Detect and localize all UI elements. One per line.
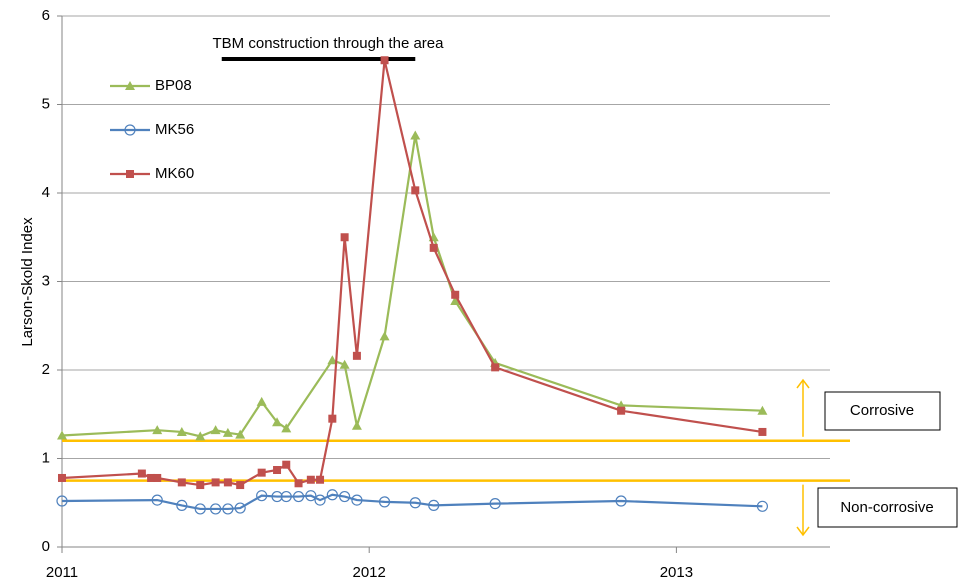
data-point [58, 473, 66, 482]
data-point [758, 427, 767, 436]
data-point [272, 417, 283, 427]
threshold-label: Non-corrosive [840, 499, 933, 516]
data-point [152, 425, 163, 435]
data-point [176, 426, 187, 436]
data-point [177, 478, 186, 487]
data-point [210, 425, 221, 435]
data-point [222, 427, 233, 437]
y-tick-label: 2 [42, 361, 50, 378]
data-point [339, 359, 350, 369]
data-point [351, 420, 362, 430]
y-tick-label: 1 [42, 449, 50, 466]
y-tick-label: 0 [42, 538, 50, 555]
data-point [196, 481, 205, 490]
data-point [328, 414, 337, 423]
data-point [256, 396, 267, 406]
y-axis-label: Larson-Skold Index [19, 217, 36, 347]
data-point [615, 495, 627, 507]
data-point [379, 331, 390, 341]
data-point [236, 481, 245, 490]
data-point [257, 468, 266, 477]
data-point [409, 497, 421, 509]
arrow-head [796, 526, 810, 537]
data-point [327, 355, 338, 365]
data-point [195, 431, 206, 441]
data-point [306, 475, 315, 484]
data-point [491, 363, 500, 372]
label-box [824, 391, 941, 431]
data-point [316, 475, 325, 484]
data-point [147, 473, 156, 482]
legend-marker [124, 124, 136, 136]
data-point [292, 490, 305, 503]
data-point [273, 466, 282, 475]
y-tick-label: 4 [42, 184, 50, 201]
data-point [280, 490, 292, 503]
data-point [235, 429, 246, 439]
data-point [211, 478, 220, 487]
data-point [153, 473, 162, 482]
data-point [294, 479, 303, 488]
data-point [305, 490, 317, 502]
data-point [326, 489, 338, 501]
data-point [411, 186, 420, 195]
threshold-label: Corrosive [850, 402, 914, 419]
data-point [281, 423, 292, 433]
data-point [451, 290, 460, 299]
data-point [339, 490, 351, 503]
data-point [378, 496, 391, 508]
data-point [429, 243, 438, 252]
data-point [151, 494, 163, 506]
y-tick-label: 6 [42, 7, 50, 24]
arrow-head [796, 378, 810, 389]
data-point [428, 499, 440, 512]
annotation-text: TBM construction through the area [213, 35, 445, 52]
data-point [489, 498, 501, 510]
legend-label: MK60 [155, 165, 194, 182]
data-point [757, 405, 768, 415]
data-point [194, 503, 206, 515]
x-tick-label: 2012 [353, 564, 386, 581]
data-point [617, 406, 626, 415]
legend-marker [126, 170, 134, 178]
x-tick-label: 2013 [660, 564, 693, 581]
data-point [256, 490, 268, 502]
y-tick-label: 3 [42, 272, 50, 289]
data-point [351, 494, 363, 506]
data-point [223, 478, 232, 487]
data-point [210, 503, 222, 515]
series-line [61, 135, 763, 438]
x-tick-label: 2011 [46, 564, 78, 581]
data-point [380, 56, 389, 65]
data-point [234, 502, 246, 514]
y-tick-label: 5 [42, 95, 50, 112]
data-point [314, 494, 326, 506]
data-point [282, 460, 291, 469]
data-point [340, 233, 349, 242]
data-point [176, 499, 188, 512]
data-point [271, 490, 283, 503]
data-point [756, 500, 769, 512]
legend-label: BP08 [155, 77, 192, 94]
data-point [352, 351, 361, 360]
data-point [57, 430, 67, 440]
series-line [61, 493, 763, 511]
data-point [222, 503, 234, 515]
legend-label: MK56 [155, 121, 194, 138]
data-point [137, 469, 146, 478]
data-point [450, 295, 461, 305]
data-point [56, 495, 68, 507]
legend-marker [125, 81, 135, 90]
data-point [410, 130, 421, 140]
label-box [817, 487, 958, 528]
